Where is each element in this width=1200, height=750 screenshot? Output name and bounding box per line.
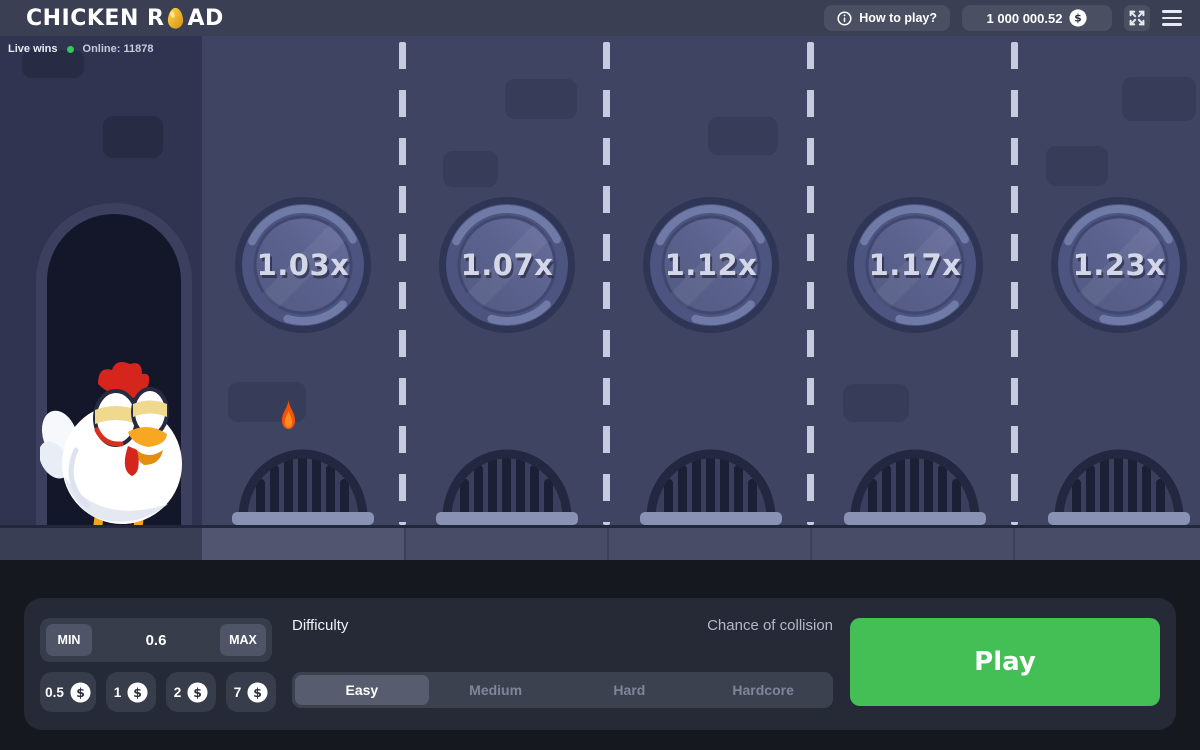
multiplier-label: 1.03x <box>256 248 350 282</box>
quick-bet-row: 0.5 1 2 7 <box>40 672 276 712</box>
how-to-play-button[interactable]: How to play? <box>824 5 950 31</box>
difficulty-selector: Easy Medium Hard Hardcore <box>292 672 833 708</box>
road-patch <box>843 384 909 422</box>
difficulty-option-medium[interactable]: Medium <box>429 675 563 705</box>
quick-bet-button[interactable]: 0.5 <box>40 672 96 712</box>
road-patch <box>1046 146 1108 186</box>
balance-value: 1 000 000.52 <box>986 10 1063 26</box>
dollar-coin-icon <box>187 682 208 703</box>
online-dot <box>66 45 74 53</box>
road-patch <box>103 116 163 158</box>
road-patch <box>1122 77 1196 121</box>
lane-divider <box>399 42 406 525</box>
how-to-play-label: How to play? <box>859 11 937 25</box>
logo-text-1: CHICKEN R <box>26 5 165 31</box>
sewer-grate <box>432 425 582 525</box>
balance-display: 1 000 000.52 <box>962 5 1112 31</box>
menu-icon <box>1162 10 1182 13</box>
difficulty-option-hardcore[interactable]: Hardcore <box>696 675 830 705</box>
info-icon <box>837 11 852 26</box>
dollar-coin-icon <box>127 682 148 703</box>
chance-of-collision-label: Chance of collision <box>707 617 833 634</box>
chicken-character <box>40 358 192 538</box>
road-patch <box>22 50 84 78</box>
play-button[interactable]: Play <box>850 618 1160 706</box>
app-logo: CHICKEN R AD <box>26 6 224 31</box>
bet-amount-value[interactable]: 0.6 <box>145 631 167 649</box>
sewer-grate <box>636 425 786 525</box>
logo-text-2: AD <box>187 5 224 31</box>
multiplier-label: 1.23x <box>1072 248 1166 282</box>
sewer-grate <box>228 425 378 525</box>
live-wins-label: Live wins <box>8 43 58 55</box>
fullscreen-button[interactable] <box>1124 5 1150 31</box>
lane-divider <box>603 42 610 525</box>
dollar-coin-icon <box>247 682 268 703</box>
multiplier-label: 1.17x <box>868 248 962 282</box>
difficulty-label: Difficulty <box>292 617 349 634</box>
max-bet-button[interactable]: MAX <box>220 624 266 656</box>
difficulty-option-easy[interactable]: Easy <box>295 675 429 705</box>
road-patch <box>505 79 577 119</box>
min-bet-button[interactable]: MIN <box>46 624 92 656</box>
menu-button[interactable] <box>1162 10 1182 26</box>
lane-divider <box>1011 42 1018 525</box>
lane-divider <box>807 42 814 525</box>
sewer-grate <box>1044 425 1194 525</box>
quick-bet-button[interactable]: 7 <box>226 672 276 712</box>
road-patch <box>708 117 778 155</box>
fullscreen-icon <box>1126 7 1148 29</box>
top-bar-controls: How to play? 1 000 000.52 <box>824 5 1182 31</box>
flame-icon <box>281 400 296 430</box>
dollar-coin-icon <box>70 682 91 703</box>
bet-control-panel: MIN 0.6 MAX 0.5 1 2 7 Difficulty Chance … <box>24 598 1176 730</box>
multiplier-label: 1.07x <box>460 248 554 282</box>
bet-amount-stepper[interactable]: MIN 0.6 MAX <box>40 618 272 662</box>
sewer-grate <box>840 425 990 525</box>
road-patch <box>443 151 498 187</box>
online-count: Online: 11878 <box>82 43 154 55</box>
game-field: 1.03x 1.07x 1.12x 1.17x 1.23x Live wins … <box>0 36 1200 560</box>
top-bar: CHICKEN R AD How to play? 1 000 000.52 <box>0 0 1200 36</box>
egg-icon <box>167 7 184 29</box>
difficulty-option-hard[interactable]: Hard <box>563 675 697 705</box>
quick-bet-button[interactable]: 1 <box>106 672 156 712</box>
multiplier-label: 1.12x <box>664 248 758 282</box>
live-wins-bar: Live wins Online: 11878 <box>8 43 153 55</box>
quick-bet-button[interactable]: 2 <box>166 672 216 712</box>
sidewalk <box>0 525 1200 560</box>
dollar-coin-icon <box>1069 9 1087 27</box>
